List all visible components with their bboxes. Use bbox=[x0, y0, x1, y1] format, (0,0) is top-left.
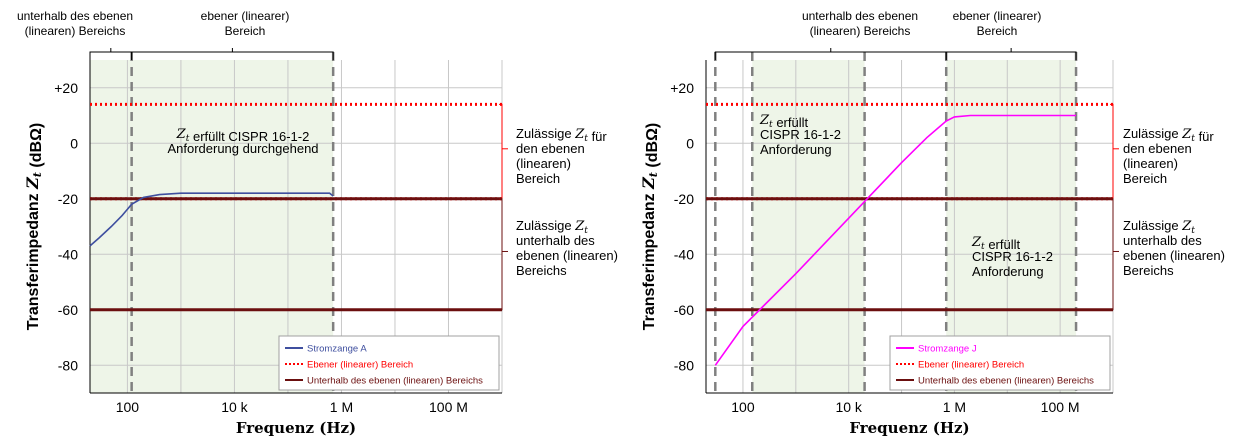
y-tick-label: +20 bbox=[54, 80, 78, 96]
region-label: Bereich bbox=[225, 24, 266, 38]
y-tick-label: -40 bbox=[58, 246, 78, 262]
side-note-text: unterhalb des bbox=[1123, 233, 1202, 248]
compliance-annotation: CISPR 16-1-2 bbox=[760, 127, 841, 142]
side-note-text: ebenen (linearen) bbox=[516, 248, 618, 263]
x-tick-label: 10 k bbox=[835, 399, 862, 415]
y-tick-label: -40 bbox=[674, 246, 694, 262]
y-tick-label: -60 bbox=[58, 302, 78, 318]
side-note-text: Zulässige Zt bbox=[1123, 218, 1195, 236]
legend-box bbox=[278, 335, 500, 391]
x-tick-label: 1 M bbox=[330, 399, 353, 415]
compliance-annotation: Anforderung bbox=[760, 142, 832, 157]
y-tick-label: -20 bbox=[58, 191, 78, 207]
y-axis-title: Transferimpedanz Zt (dBΩ) bbox=[639, 123, 661, 331]
legend-entry: Ebener (linearer) Bereich bbox=[307, 360, 413, 371]
x-tick-label: 1 M bbox=[943, 399, 966, 415]
y-tick-label: 0 bbox=[70, 135, 78, 151]
compliance-annotation: Zt erfüllt CISPR 16-1-2 bbox=[176, 127, 310, 144]
region-bracket bbox=[945, 51, 1077, 60]
side-note-text: den ebenen bbox=[1123, 141, 1192, 156]
legend-entry: Unterhalb des ebenen (linearen) Bereichs bbox=[918, 376, 1094, 387]
side-note-text: Bereichs bbox=[516, 263, 567, 278]
region-bracket bbox=[89, 51, 133, 60]
side-note-text: (linearen) bbox=[1123, 156, 1178, 171]
side-note-text: Zulässige Zt für bbox=[1123, 126, 1214, 144]
region-label: Bereich bbox=[977, 24, 1018, 38]
x-tick-label: 100 M bbox=[429, 399, 468, 415]
flat-range-bracket bbox=[1110, 103, 1114, 200]
side-note-text: Zulässige Zt für bbox=[516, 126, 607, 144]
legend-entry: Ebener (linearer) Bereich bbox=[918, 360, 1024, 371]
region-label: (linearen) Bereichs bbox=[810, 24, 911, 38]
side-note-text: den ebenen bbox=[516, 141, 585, 156]
legend-entry: Stromzange J bbox=[918, 344, 977, 355]
x-tick-label: 100 bbox=[116, 399, 140, 415]
side-note-text: ebenen (linearen) bbox=[1123, 248, 1225, 263]
x-axis-title: Frequenz (Hz) bbox=[849, 419, 969, 437]
compliance-annotation: Zt erfüllt bbox=[971, 235, 1020, 252]
legend-entry: Stromzange A bbox=[307, 344, 367, 355]
series-line-measurement bbox=[89, 192, 334, 247]
region-label: ebener (linearer) bbox=[201, 9, 290, 23]
legend-box bbox=[889, 335, 1111, 391]
side-note-text: unterhalb des bbox=[516, 233, 595, 248]
side-note-text: (linearen) bbox=[516, 156, 571, 171]
side-note-text: Bereich bbox=[516, 171, 560, 186]
region-bracket bbox=[714, 51, 947, 60]
flat-range-bracket bbox=[499, 103, 503, 200]
region-label: unterhalb des ebenen bbox=[17, 9, 133, 23]
region-bracket bbox=[131, 51, 334, 60]
x-tick-label: 100 M bbox=[1041, 399, 1080, 415]
compliance-annotation: Anforderung bbox=[972, 264, 1044, 279]
x-tick-label: 10 k bbox=[221, 399, 248, 415]
legend: Stromzange A Ebener (linearer) Bereich Unt… bbox=[278, 335, 500, 391]
side-note-text: Zulässige Zt bbox=[516, 218, 588, 236]
chart-panel-2: +20 0 -20 -40 -60 -80 100 10 k 1 M 100 M Frequenz … bbox=[639, 9, 1225, 437]
side-note-text: Bereich bbox=[1123, 171, 1167, 186]
y-tick-label: -20 bbox=[674, 191, 694, 207]
legend-entry: Unterhalb des ebenen (linearen) Bereichs bbox=[307, 376, 483, 387]
below-range-bracket bbox=[499, 198, 503, 311]
y-tick-label: 0 bbox=[686, 135, 694, 151]
region-label: unterhalb des ebenen bbox=[802, 9, 918, 23]
y-axis-title: Transferimpedanz Zt (dBΩ) bbox=[23, 123, 45, 331]
y-tick-label: -80 bbox=[674, 357, 694, 373]
compliance-annotation: CISPR 16-1-2 bbox=[972, 249, 1053, 264]
series-line-measurement bbox=[714, 114, 1076, 366]
y-tick-label: -60 bbox=[674, 302, 694, 318]
below-range-bracket bbox=[1110, 198, 1114, 311]
x-tick-label: 100 bbox=[731, 399, 755, 415]
legend: Stromzange J Ebener (linearer) Bereich Unt… bbox=[889, 335, 1111, 391]
x-axis-title: Frequenz (Hz) bbox=[236, 419, 356, 437]
side-note-text: Bereichs bbox=[1123, 263, 1174, 278]
region-label: (linearen) Bereichs bbox=[25, 24, 126, 38]
compliance-shade-1 bbox=[752, 60, 865, 393]
compliance-annotation: Anforderung durchgehend bbox=[167, 141, 318, 156]
y-tick-label: +20 bbox=[670, 80, 694, 96]
chart-panel-1: +20 0 -20 -40 -60 -80 100 10 k 1 M 100 M Frequenz … bbox=[17, 9, 618, 437]
compliance-annotation: Zt erfüllt bbox=[759, 113, 808, 130]
region-label: ebener (linearer) bbox=[953, 9, 1042, 23]
y-tick-label: -80 bbox=[58, 357, 78, 373]
